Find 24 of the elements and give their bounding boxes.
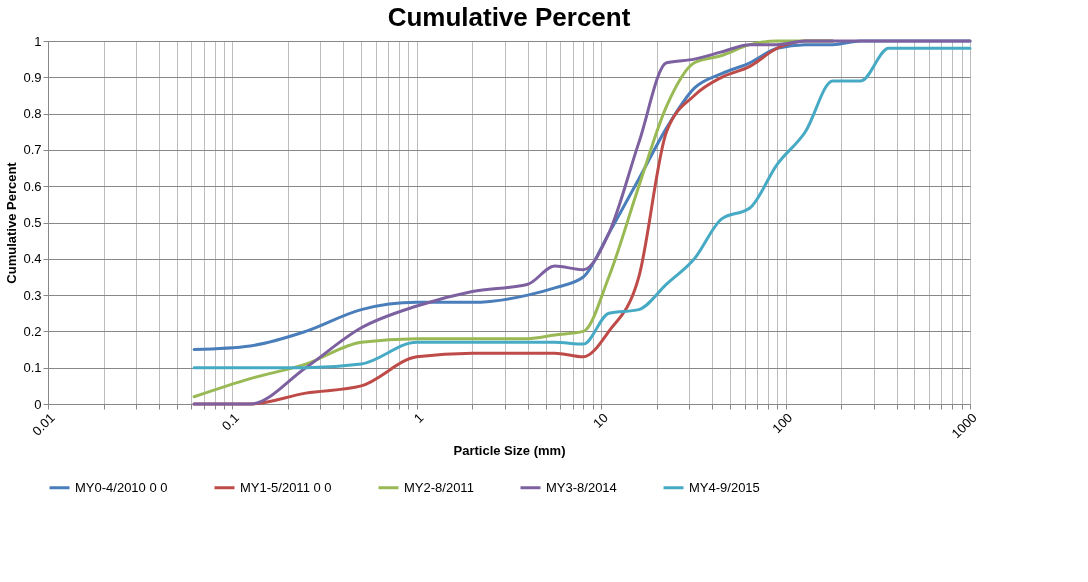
legend-label: MY2-8/2011 bbox=[404, 479, 474, 495]
y-tick-label: 0.8 bbox=[23, 106, 42, 122]
y-tick-label: 0 bbox=[34, 396, 42, 412]
legend-label: MY1-5/2011 0 0 bbox=[240, 479, 332, 495]
legend-label: MY0-4/2010 0 0 bbox=[75, 479, 168, 495]
x-axis-title: Particle Size (mm) bbox=[453, 443, 566, 459]
y-tick-label: 1 bbox=[34, 33, 42, 49]
y-tick-label: 0.5 bbox=[23, 215, 42, 230]
x-tick-label: 10 bbox=[590, 410, 611, 431]
legend-label: MY4-9/2015 bbox=[689, 479, 760, 495]
y-axis-title: Cumulative Percent bbox=[4, 161, 20, 284]
y-tick-label: 0.3 bbox=[23, 287, 42, 303]
x-tick-label: 1 bbox=[410, 410, 427, 426]
y-tick-label: 0.2 bbox=[23, 323, 42, 339]
x-tick-label: 100 bbox=[769, 410, 796, 437]
x-tick-label: 0.01 bbox=[29, 410, 58, 439]
x-tick-label: 0.1 bbox=[218, 410, 243, 434]
chart-title: Cumulative Percent bbox=[387, 2, 631, 32]
legend-label: MY3-8/2014 bbox=[546, 479, 617, 495]
y-tick-label: 0.9 bbox=[23, 69, 42, 85]
y-tick-label: 0.7 bbox=[23, 142, 42, 158]
y-tick-label: 0.1 bbox=[23, 360, 42, 376]
y-tick-label: 0.4 bbox=[23, 251, 42, 267]
y-tick-label: 0.6 bbox=[23, 178, 42, 194]
